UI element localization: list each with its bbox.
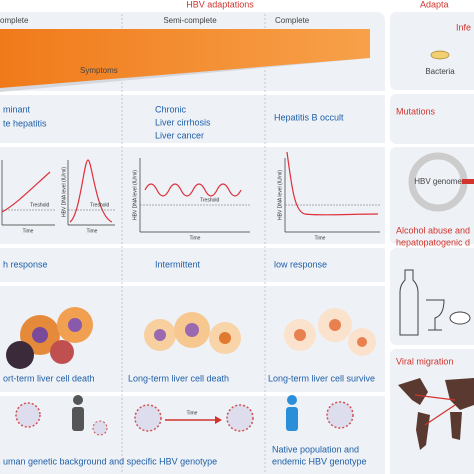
outcome: Chronic <box>155 104 187 114</box>
column-header: Complete <box>275 16 310 25</box>
column-dividers <box>121 14 266 474</box>
side-label: Bacteria <box>425 67 455 76</box>
liver-cells <box>6 307 376 369</box>
x-axis-label: Time <box>315 235 326 241</box>
x-axis-label: Time <box>190 235 201 241</box>
main-panel <box>0 12 385 474</box>
response: Intermittent <box>155 259 201 269</box>
symptom-wedge <box>0 29 370 88</box>
y-axis-label: HBV DNA level (IU/ml) <box>277 170 283 220</box>
migration-arrows <box>414 394 456 426</box>
cell-fate: ort-term liver cell death <box>3 373 95 383</box>
bacterium <box>430 50 450 60</box>
column-header: Semi-complete <box>163 16 217 25</box>
bottles <box>399 269 471 336</box>
world-map <box>398 378 474 450</box>
side-label: Infe <box>456 22 471 32</box>
column-header: omplete <box>0 16 29 25</box>
y-axis-label: HBV DNA level (IU/ml) <box>132 170 138 220</box>
time-arrow-label: Time <box>187 410 198 416</box>
bottom-caption: Native population and <box>272 444 359 454</box>
cell-fate: Long-term liver cell survive <box>268 373 375 383</box>
symptoms-label: Symptoms <box>80 66 118 75</box>
side-label: Mutations <box>396 106 436 116</box>
graphs <box>1 151 380 233</box>
threshold-label: Treshold <box>30 202 49 208</box>
x-axis-label: Time <box>23 228 34 234</box>
x-axis-label: Time <box>87 228 98 234</box>
cell-fate: Long-term liver cell death <box>128 373 229 383</box>
side-label: hepatopatogenic d <box>396 237 470 247</box>
outcome: minant <box>3 104 31 114</box>
y-axis-label: HBV DNA level (IU/ml) <box>61 167 67 217</box>
threshold-label: Treshold <box>90 202 109 208</box>
outcome: Hepatitis B occult <box>274 112 344 122</box>
outcome: te hepatitis <box>3 118 47 128</box>
side-label: HBV genome <box>414 177 462 186</box>
outcome: Liver cancer <box>155 130 204 140</box>
bottom-caption: endemic HBV genotype <box>272 456 367 466</box>
side-label: Viral migration <box>396 356 453 366</box>
outcome: Liver cirrhosis <box>155 117 211 127</box>
right-title: Adapta <box>420 0 449 9</box>
response: h response <box>3 259 48 269</box>
title: HBV adaptations <box>186 0 254 9</box>
row-dividers <box>0 91 385 396</box>
side-label: Alcohol abuse and <box>396 225 470 235</box>
bottom-caption: uman genetic background and specific HBV… <box>3 456 217 466</box>
threshold-label: Treshold <box>200 197 219 203</box>
response: low response <box>274 259 327 269</box>
mutation-mark <box>462 179 474 184</box>
bottom-illustrations <box>15 395 354 436</box>
